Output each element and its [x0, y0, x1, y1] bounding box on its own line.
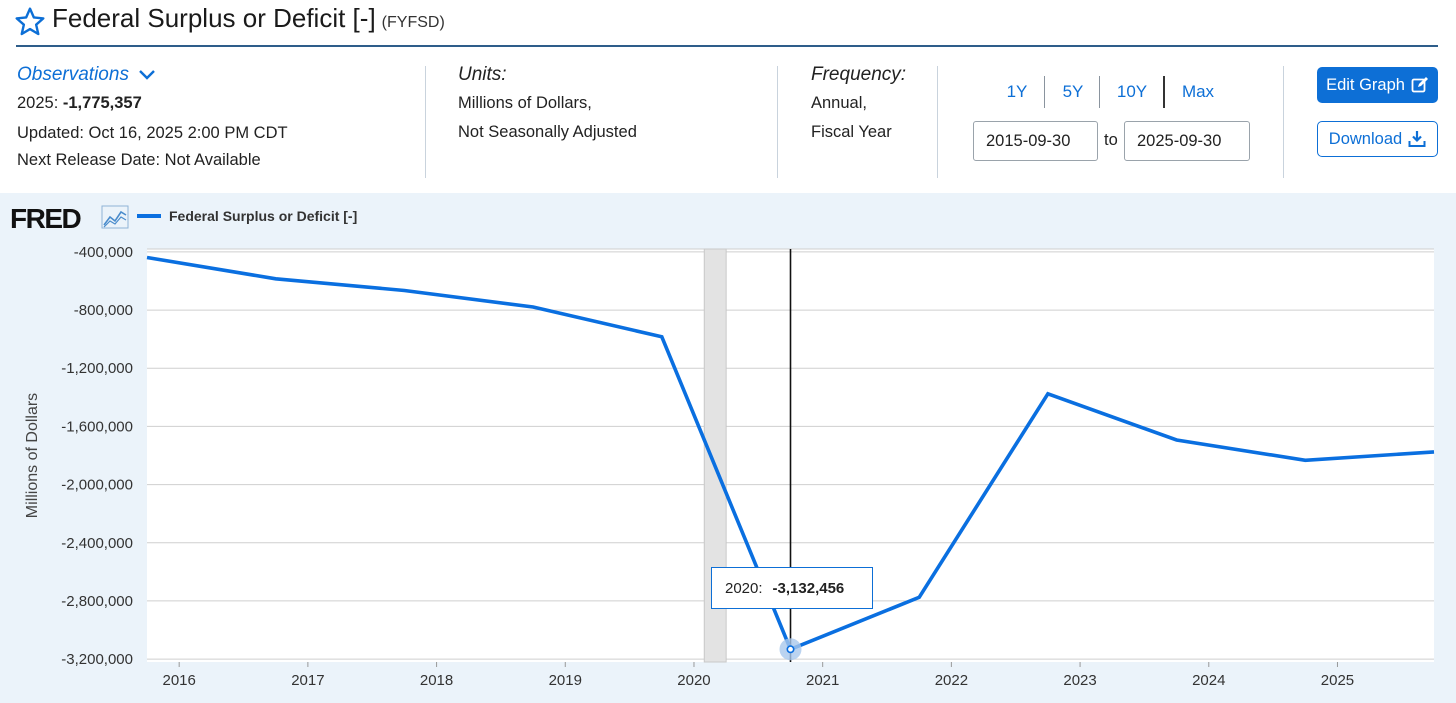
y-tick-label: -2,400,000 [61, 535, 133, 552]
x-tick-label: 2023 [1063, 672, 1096, 689]
range-divider [1163, 76, 1165, 108]
chevron-down-icon [138, 69, 156, 81]
x-tick-label: 2019 [549, 672, 582, 689]
tooltip-label: 2020: [725, 580, 763, 597]
hover-point [787, 646, 793, 652]
frequency-label: Frequency: [811, 64, 906, 86]
latest-observation: 2025: -1,775,357 [17, 94, 142, 113]
series-id: (FYFSD) [382, 14, 445, 31]
x-tick-label: 2017 [291, 672, 324, 689]
y-tick-label: -400,000 [74, 244, 133, 261]
y-tick-label: -3,200,000 [61, 651, 133, 668]
units-label: Units: [458, 64, 507, 86]
edit-icon [1411, 76, 1429, 94]
observations-dropdown[interactable]: Observations [17, 64, 156, 86]
divider [777, 66, 778, 178]
x-tick-label: 2018 [420, 672, 453, 689]
page-title: Federal Surplus or Deficit [-] (FYFSD) [52, 3, 445, 34]
y-tick-label: -1,200,000 [61, 360, 133, 377]
next-release-date: Next Release Date: Not Available [17, 151, 261, 170]
download-button[interactable]: Download [1317, 121, 1438, 157]
y-axis-ticks: -400,000 -800,000 -1,200,000 -1,600,000 -2,0… [61, 244, 133, 668]
series-title: Federal Surplus or Deficit [-] [52, 3, 376, 33]
range-divider [1044, 76, 1045, 108]
chart-line-icon [101, 205, 129, 229]
x-tick-label: 2021 [806, 672, 839, 689]
y-tick-label: -1,600,000 [61, 418, 133, 435]
tooltip-value: -3,132,456 [773, 580, 845, 597]
x-tick-label: 2016 [162, 672, 195, 689]
x-tick-label: 2020 [677, 672, 710, 689]
edit-graph-label: Edit Graph [1326, 76, 1405, 95]
x-tick-label: 2024 [1192, 672, 1225, 689]
range-max-button[interactable]: Max [1170, 82, 1226, 102]
updated-date: Updated: Oct 16, 2025 2:00 PM CDT [17, 124, 288, 143]
range-10y-button[interactable]: 10Y [1106, 82, 1158, 102]
y-axis-label: Millions of Dollars [24, 393, 41, 518]
x-tick-label: 2025 [1321, 672, 1354, 689]
range-1y-button[interactable]: 1Y [994, 82, 1040, 102]
frequency-line1: Annual, [811, 94, 867, 113]
observations-label: Observations [17, 64, 129, 85]
y-tick-label: -2,000,000 [61, 477, 133, 494]
download-label: Download [1329, 130, 1402, 149]
y-tick-label: -2,800,000 [61, 593, 133, 610]
x-axis-ticks: 2016 2017 2018 2019 2020 2021 2022 2023 2024 2025 [162, 662, 1354, 689]
chart-legend: Federal Surplus or Deficit [-] [137, 208, 357, 224]
latest-value: -1,775,357 [63, 94, 142, 112]
download-icon [1408, 130, 1426, 148]
divider [937, 66, 938, 178]
latest-label: 2025: [17, 94, 58, 112]
divider [425, 66, 426, 178]
hover-tooltip: 2020: -3,132,456 [711, 567, 873, 609]
start-date-input[interactable] [973, 121, 1098, 161]
title-divider [16, 45, 1438, 47]
favorite-star-icon[interactable] [14, 6, 46, 38]
legend-swatch [137, 214, 161, 218]
to-label: to [1104, 131, 1118, 150]
end-date-input[interactable] [1124, 121, 1250, 161]
legend-label: Federal Surplus or Deficit [-] [169, 208, 357, 224]
x-tick-label: 2022 [935, 672, 968, 689]
divider [1283, 66, 1284, 178]
edit-graph-button[interactable]: Edit Graph [1317, 67, 1438, 103]
line-chart[interactable]: -400,000 -800,000 -1,200,000 -1,600,000 -2,0… [0, 230, 1456, 703]
frequency-line2: Fiscal Year [811, 123, 892, 142]
y-tick-label: -800,000 [74, 302, 133, 319]
units-line1: Millions of Dollars, [458, 94, 592, 113]
units-line2: Not Seasonally Adjusted [458, 123, 637, 142]
range-divider [1099, 76, 1100, 108]
range-5y-button[interactable]: 5Y [1050, 82, 1096, 102]
